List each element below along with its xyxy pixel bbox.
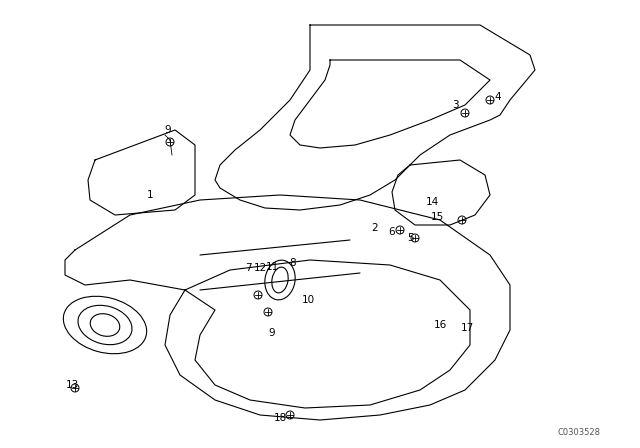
- Text: 14: 14: [426, 197, 438, 207]
- Text: 5: 5: [406, 233, 413, 243]
- Text: 9: 9: [164, 125, 172, 135]
- Text: 8: 8: [290, 258, 296, 268]
- Text: 6: 6: [388, 227, 396, 237]
- Text: 10: 10: [301, 295, 315, 305]
- Text: 4: 4: [495, 92, 501, 102]
- Text: 13: 13: [65, 380, 79, 390]
- Text: 17: 17: [460, 323, 474, 333]
- Text: 16: 16: [433, 320, 447, 330]
- Text: 11: 11: [266, 262, 278, 272]
- Text: 2: 2: [372, 223, 378, 233]
- Text: 18: 18: [273, 413, 287, 423]
- Text: C0303528: C0303528: [557, 427, 600, 436]
- Text: 1: 1: [147, 190, 154, 200]
- Text: 9: 9: [269, 328, 275, 338]
- Text: 3: 3: [452, 100, 458, 110]
- Text: 15: 15: [430, 212, 444, 222]
- Text: 12: 12: [253, 263, 267, 273]
- Text: 7: 7: [244, 263, 252, 273]
